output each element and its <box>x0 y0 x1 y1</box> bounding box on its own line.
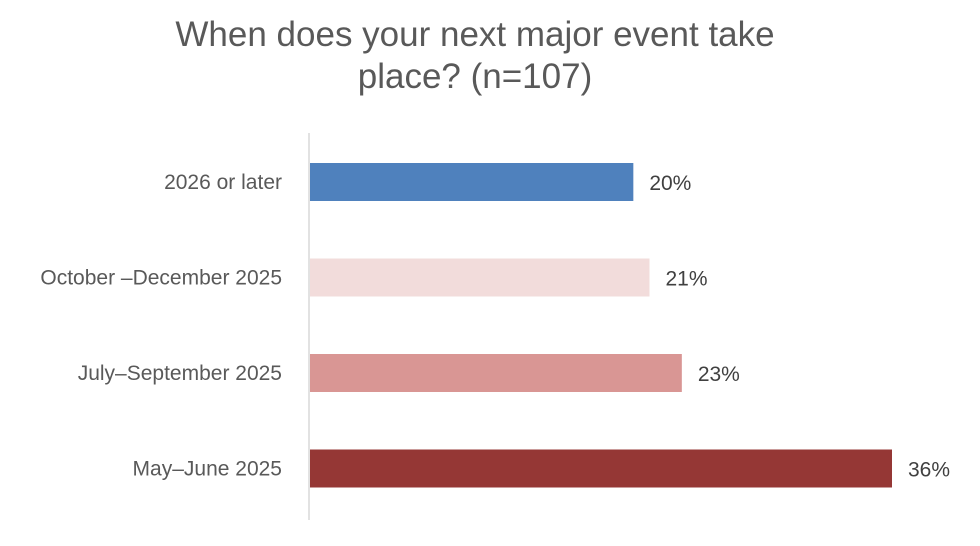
value-label-1: 21% <box>666 268 708 291</box>
bar-2 <box>310 354 682 392</box>
category-label-3: May–June 2025 <box>133 458 282 481</box>
value-label-2: 23% <box>698 363 740 386</box>
chart-title-line-1: When does your next major event take <box>175 15 775 54</box>
bar-1 <box>310 258 650 297</box>
value-label-0: 20% <box>649 172 691 195</box>
bar-3 <box>310 449 892 488</box>
chart-title: When does your next major event take pla… <box>0 14 950 98</box>
bar-0 <box>310 163 634 201</box>
bars-group: 2026 or later 20% October –December 2025 21… <box>40 163 950 488</box>
category-label-2: July–September 2025 <box>78 362 282 385</box>
value-label-3: 36% <box>908 459 950 482</box>
category-label-0: 2026 or later <box>164 171 282 194</box>
chart-title-line-2: place? (n=107) <box>357 57 593 96</box>
category-label-1: October –December 2025 <box>40 267 282 290</box>
